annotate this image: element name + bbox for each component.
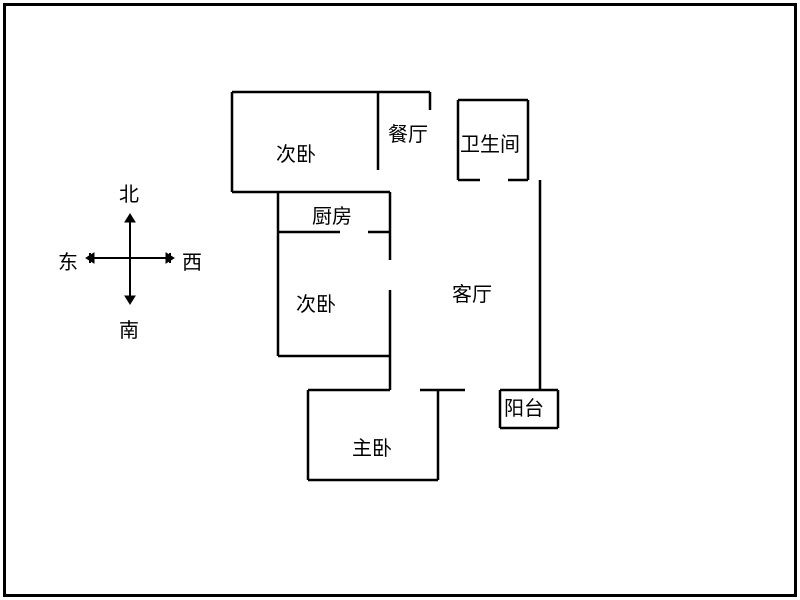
room-label-living: 客厅 bbox=[452, 278, 492, 307]
compass-west-label: 西 bbox=[182, 246, 202, 275]
compass-south-label: 南 bbox=[119, 314, 139, 343]
room-label-balcony: 阳台 bbox=[504, 392, 544, 421]
room-label-top-bedroom: 次卧 bbox=[276, 138, 316, 167]
room-label-bathroom: 卫生间 bbox=[460, 128, 520, 157]
room-label-mid-bedroom: 次卧 bbox=[296, 288, 336, 317]
compass bbox=[86, 214, 174, 304]
room-label-dining: 餐厅 bbox=[388, 118, 428, 147]
compass-north-label: 北 bbox=[119, 178, 139, 207]
floorplan-svg bbox=[0, 0, 800, 600]
room-label-master: 主卧 bbox=[352, 432, 392, 461]
compass-east-label: 东 bbox=[58, 246, 78, 275]
room-label-kitchen: 厨房 bbox=[312, 200, 352, 229]
